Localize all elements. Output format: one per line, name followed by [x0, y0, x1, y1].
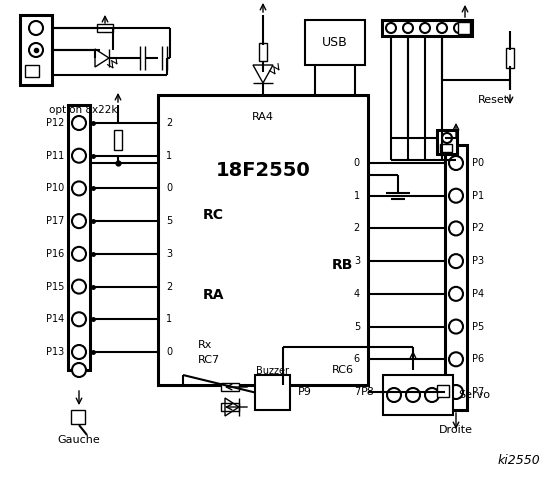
Circle shape [454, 23, 464, 33]
Text: 2: 2 [166, 282, 172, 291]
Circle shape [425, 388, 439, 402]
Text: option 8x22k: option 8x22k [49, 105, 117, 115]
Text: 1: 1 [354, 191, 360, 201]
Circle shape [449, 189, 463, 203]
Circle shape [406, 388, 420, 402]
Text: P15: P15 [46, 282, 64, 291]
Circle shape [72, 345, 86, 359]
Text: Buzzer: Buzzer [256, 366, 289, 376]
Text: RA4: RA4 [252, 112, 274, 122]
Text: Gauche: Gauche [58, 435, 101, 445]
Bar [221, 383, 239, 391]
Text: 5: 5 [354, 322, 360, 332]
Text: RA: RA [203, 288, 225, 302]
Text: RC7: RC7 [198, 355, 220, 365]
Text: USB: USB [322, 36, 348, 49]
Bar [221, 403, 239, 411]
Circle shape [29, 21, 43, 35]
Text: Reset: Reset [478, 95, 509, 105]
Text: 18F2550: 18F2550 [216, 160, 310, 180]
Text: 5: 5 [166, 216, 172, 226]
Circle shape [449, 320, 463, 334]
Bar [255, 375, 290, 410]
Text: P0: P0 [472, 158, 484, 168]
Circle shape [72, 181, 86, 195]
Circle shape [437, 23, 447, 33]
Bar [25, 65, 39, 77]
Bar [458, 22, 470, 34]
Circle shape [72, 116, 86, 130]
Text: Droite: Droite [439, 425, 473, 435]
Text: P4: P4 [472, 289, 484, 299]
Bar [68, 105, 90, 370]
Circle shape [29, 43, 43, 57]
Text: P8: P8 [361, 387, 375, 397]
Text: 2: 2 [166, 118, 172, 128]
Text: 3: 3 [166, 249, 172, 259]
Text: 0: 0 [166, 347, 172, 357]
Circle shape [403, 23, 413, 33]
Circle shape [449, 385, 463, 399]
Bar [440, 144, 452, 152]
Text: P17: P17 [46, 216, 64, 226]
Circle shape [72, 247, 86, 261]
Bar [305, 20, 365, 65]
Text: 3: 3 [354, 256, 360, 266]
Text: 6: 6 [354, 354, 360, 364]
Bar [437, 130, 457, 154]
Bar [445, 145, 467, 410]
Text: RB: RB [332, 258, 353, 272]
Text: 0: 0 [166, 183, 172, 193]
Circle shape [449, 254, 463, 268]
Text: P1: P1 [472, 191, 484, 201]
Circle shape [387, 388, 401, 402]
Text: 2: 2 [354, 223, 360, 233]
Bar [383, 375, 453, 415]
Text: P6: P6 [472, 354, 484, 364]
Text: P12: P12 [46, 118, 64, 128]
Circle shape [449, 352, 463, 366]
Bar [71, 410, 85, 424]
Text: P7: P7 [472, 387, 484, 397]
Text: Rx: Rx [198, 340, 212, 350]
Circle shape [442, 133, 452, 143]
Text: ki2550: ki2550 [497, 454, 540, 467]
Text: P5: P5 [472, 322, 484, 332]
Text: 1: 1 [166, 151, 172, 161]
Text: 7: 7 [354, 387, 360, 397]
Circle shape [72, 312, 86, 326]
Bar [506, 48, 514, 68]
Text: P10: P10 [46, 183, 64, 193]
Circle shape [386, 23, 396, 33]
Circle shape [449, 287, 463, 301]
Text: P14: P14 [46, 314, 64, 324]
Text: Servo: Servo [458, 390, 490, 400]
Circle shape [72, 214, 86, 228]
Bar [437, 385, 449, 397]
Text: P11: P11 [46, 151, 64, 161]
Circle shape [72, 279, 86, 294]
Bar [158, 95, 368, 385]
Text: P2: P2 [472, 223, 484, 233]
Circle shape [72, 149, 86, 163]
Bar [382, 20, 472, 36]
Text: 0: 0 [354, 158, 360, 168]
Circle shape [449, 156, 463, 170]
Circle shape [449, 221, 463, 235]
Bar [259, 43, 267, 61]
Text: 4: 4 [354, 289, 360, 299]
Circle shape [420, 23, 430, 33]
Text: 1: 1 [166, 314, 172, 324]
Text: RC: RC [203, 208, 224, 222]
Text: P16: P16 [46, 249, 64, 259]
Bar [97, 24, 113, 32]
Text: RC6: RC6 [332, 365, 354, 375]
Text: P3: P3 [472, 256, 484, 266]
Bar [20, 15, 52, 85]
Bar [114, 130, 122, 150]
Text: P13: P13 [46, 347, 64, 357]
Circle shape [72, 363, 86, 377]
Text: P9: P9 [298, 387, 312, 397]
